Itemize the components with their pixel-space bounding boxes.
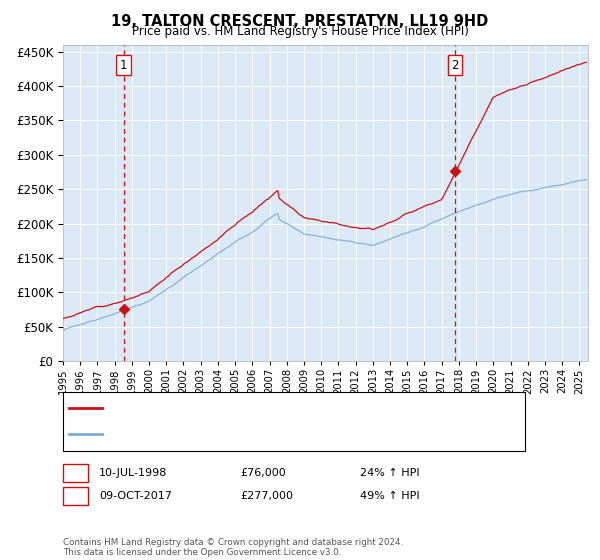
Text: 10-JUL-1998: 10-JUL-1998 [99,468,167,478]
Text: 1: 1 [72,468,79,478]
Text: £76,000: £76,000 [240,468,286,478]
Text: 2: 2 [451,59,459,72]
Text: Contains HM Land Registry data © Crown copyright and database right 2024.
This d: Contains HM Land Registry data © Crown c… [63,538,403,557]
Text: 09-OCT-2017: 09-OCT-2017 [99,491,172,501]
Text: £277,000: £277,000 [240,491,293,501]
Text: 24% ↑ HPI: 24% ↑ HPI [360,468,419,478]
Text: Price paid vs. HM Land Registry's House Price Index (HPI): Price paid vs. HM Land Registry's House … [131,25,469,38]
Text: 49% ↑ HPI: 49% ↑ HPI [360,491,419,501]
Text: HPI: Average price, detached house, Denbighshire: HPI: Average price, detached house, Denb… [108,430,370,440]
Text: 2: 2 [72,491,79,501]
Text: 19, TALTON CRESCENT, PRESTATYN, LL19 9HD (detached house): 19, TALTON CRESCENT, PRESTATYN, LL19 9HD… [108,403,443,413]
Text: 1: 1 [120,59,128,72]
Text: 19, TALTON CRESCENT, PRESTATYN, LL19 9HD: 19, TALTON CRESCENT, PRESTATYN, LL19 9HD [112,14,488,29]
